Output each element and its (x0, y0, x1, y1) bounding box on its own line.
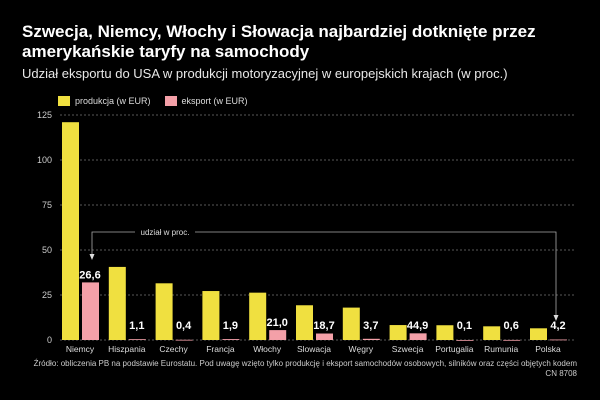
x-tick-label: Niemcy (66, 344, 95, 354)
bar-production (155, 283, 173, 340)
annotation-label: udział w proc. (141, 228, 190, 237)
legend-export: eksport (w EUR) (164, 96, 248, 106)
y-tick-label: 100 (37, 155, 52, 165)
bar-production (436, 325, 454, 340)
share-label: 0,1 (457, 320, 472, 332)
legend-label-export: eksport (w EUR) (181, 96, 248, 106)
bar-production (530, 328, 547, 340)
x-tick-label: Polska (535, 344, 561, 354)
y-tick-label: 50 (42, 245, 52, 255)
bar-production (389, 325, 407, 340)
bar-production (202, 291, 220, 340)
bar-export (82, 282, 99, 340)
bar-production (249, 292, 267, 340)
x-tick-label: Szwecja (392, 344, 424, 354)
bar-export (128, 339, 146, 340)
y-tick-label: 75 (42, 200, 52, 210)
share-label: 0,6 (504, 320, 519, 332)
share-label: 3,7 (363, 320, 378, 332)
chart-title: Szwecja, Niemcy, Włochy i Słowacja najba… (22, 22, 536, 61)
source-note: Źródło: obliczenia PB na podstawie Euros… (33, 359, 577, 378)
x-tick-label: Hiszpania (108, 344, 146, 354)
x-tick-label: Rumunia (484, 344, 518, 354)
share-label: 4,2 (550, 320, 565, 332)
bar-export (503, 339, 521, 341)
bar-export (175, 339, 193, 341)
x-tick-label: Czechy (159, 344, 188, 354)
share-label: 21,0 (266, 317, 287, 329)
y-tick-label: 125 (37, 110, 52, 120)
x-tick-label: Slowacja (297, 344, 331, 354)
bar-export (409, 333, 427, 340)
y-tick-label: 25 (42, 290, 52, 300)
bar-production (108, 266, 126, 340)
x-tick-label: Portugalia (435, 344, 474, 354)
annotation-line (91, 231, 557, 316)
x-tick-label: Francja (206, 344, 235, 354)
bar-export (550, 339, 567, 341)
x-tick-label: Węgry (349, 344, 374, 354)
arrow-icon (89, 254, 95, 260)
bar-production (296, 305, 313, 340)
legend-label-production: produkcja (w EUR) (75, 96, 151, 106)
legend-production: produkcja (w EUR) (58, 96, 151, 106)
bar-export (316, 333, 333, 340)
bar-export (269, 330, 287, 340)
chart-subtitle: Udział eksportu do USA w produkcji motor… (22, 66, 508, 81)
share-label: 26,6 (79, 269, 100, 281)
share-label: 1,1 (129, 320, 144, 332)
share-label: 0,4 (176, 320, 192, 332)
bar-export (456, 339, 474, 341)
bar-export (222, 339, 240, 340)
bar-production (483, 326, 501, 340)
bar-export (362, 338, 380, 340)
legend: produkcja (w EUR) eksport (w EUR) (58, 96, 248, 106)
y-tick-label: 0 (47, 335, 52, 345)
legend-swatch-production (58, 96, 70, 106)
bar-production (342, 307, 360, 340)
x-tick-label: Włochy (253, 344, 282, 354)
share-label: 44,9 (407, 320, 428, 332)
bar-production (62, 122, 79, 340)
arrow-icon (553, 315, 559, 321)
share-label: 1,9 (223, 320, 238, 332)
share-label: 18,7 (313, 320, 334, 332)
legend-swatch-export (164, 96, 177, 106)
